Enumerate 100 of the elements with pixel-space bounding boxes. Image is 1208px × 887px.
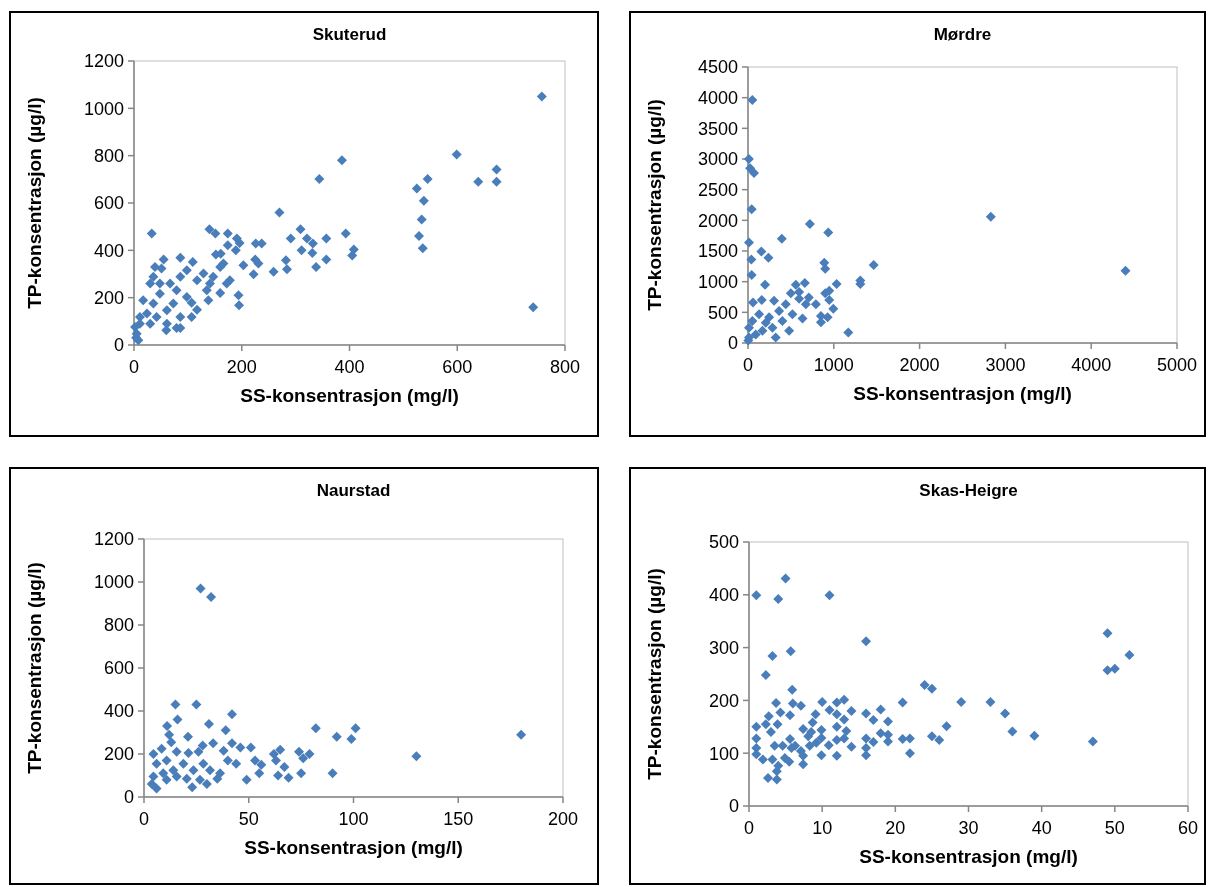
y-tick-label: 0 <box>113 335 124 356</box>
point <box>769 295 780 306</box>
point <box>744 237 755 248</box>
y-tick-label: 1000 <box>83 98 124 119</box>
point <box>747 315 758 326</box>
point <box>804 219 815 230</box>
x-axis-title: SS-konsentrasjon (mg/l) <box>853 383 1072 404</box>
point <box>790 279 801 290</box>
point <box>767 322 778 333</box>
y-tick-label: 1200 <box>83 51 124 72</box>
point <box>746 254 757 265</box>
point <box>810 299 821 310</box>
x-tick-label: 800 <box>549 357 581 377</box>
point <box>822 312 833 323</box>
chart-title: Mørdre <box>933 25 992 44</box>
x-tick-label: 1000 <box>813 355 854 375</box>
y-tick-label: 600 <box>93 193 124 214</box>
x-tick-label: 60 <box>1177 818 1199 838</box>
x-tick-label: 2000 <box>899 355 940 375</box>
y-tick-label: 2500 <box>697 179 738 200</box>
point <box>760 279 771 290</box>
y-tick-label: 500 <box>708 532 739 553</box>
chart-title: Naurstad <box>316 481 391 500</box>
point <box>784 325 795 336</box>
y-tick-label: 800 <box>93 145 124 166</box>
x-tick-label: 0 <box>743 818 755 838</box>
x-tick-label: 30 <box>958 818 979 838</box>
point <box>824 295 835 306</box>
y-tick-label: 400 <box>93 240 124 261</box>
y-tick-label: 600 <box>103 658 134 679</box>
y-tick-label: 200 <box>93 287 124 308</box>
point <box>797 313 808 324</box>
point <box>756 295 767 306</box>
x-tick-label: 150 <box>443 809 474 829</box>
x-tick-label: 5000 <box>1156 355 1198 375</box>
point <box>831 279 842 290</box>
y-tick-label: 200 <box>103 744 134 765</box>
point <box>746 204 757 215</box>
chart-title: Skuterud <box>312 25 387 44</box>
y-tick-label: 0 <box>123 787 134 808</box>
point <box>774 306 785 317</box>
point <box>770 332 781 343</box>
x-tick-label: 600 <box>442 357 473 377</box>
x-axis-title: SS-konsentrasjon (mg/l) <box>859 846 1078 867</box>
point <box>760 317 771 328</box>
y-tick-label: 0 <box>727 333 738 354</box>
x-tick-label: 50 <box>1104 818 1125 838</box>
point <box>763 252 774 263</box>
y-tick-label: 1000 <box>697 271 738 292</box>
point <box>777 315 788 326</box>
x-tick-label: 10 <box>812 818 833 838</box>
point <box>1120 265 1131 276</box>
y-tick-label: 1000 <box>93 572 134 593</box>
x-axis-title: SS-konsentrasjon (mg/l) <box>240 385 459 406</box>
y-axis-title: TP-konsentrasjon (µg/l) <box>644 568 665 780</box>
y-tick-label: 2000 <box>697 210 738 231</box>
point <box>785 288 796 299</box>
point <box>747 95 758 106</box>
point <box>799 277 810 288</box>
point <box>744 322 755 333</box>
point <box>746 269 757 280</box>
point <box>754 309 765 320</box>
x-tick-label: 3000 <box>985 355 1026 375</box>
y-axis-title: TP-konsentrasjon (µg/l) <box>24 562 45 774</box>
x-tick-label: 40 <box>1031 818 1052 838</box>
y-tick-label: 800 <box>103 615 134 636</box>
y-tick-label: 400 <box>103 701 134 722</box>
y-tick-label: 200 <box>708 690 739 711</box>
point <box>750 329 761 340</box>
point <box>823 227 834 238</box>
y-axis-title: TP-konsentrasjon (µg/l) <box>644 99 665 311</box>
point <box>868 260 879 271</box>
point <box>776 233 787 244</box>
x-tick-label: 200 <box>547 809 579 829</box>
y-tick-label: 500 <box>707 302 738 323</box>
x-tick-label: 100 <box>338 809 369 829</box>
x-tick-label: 20 <box>885 818 906 838</box>
y-tick-label: 3000 <box>697 149 738 170</box>
point <box>803 292 814 303</box>
x-tick-label: 400 <box>334 357 365 377</box>
point <box>749 168 760 179</box>
point <box>780 299 791 310</box>
y-tick-label: 300 <box>708 637 739 658</box>
point <box>745 163 756 174</box>
point <box>787 309 798 320</box>
y-tick-label: 3500 <box>697 118 738 139</box>
x-tick-label: 50 <box>238 809 259 829</box>
y-tick-label: 4500 <box>697 57 738 78</box>
y-tick-label: 1200 <box>93 529 134 550</box>
chart-title: Skas-Heigre <box>919 481 1018 500</box>
point <box>757 325 768 336</box>
y-tick-label: 100 <box>708 743 739 764</box>
x-tick-label: 0 <box>138 809 150 829</box>
x-axis-title: SS-konsentrasjon (mg/l) <box>244 837 463 858</box>
point <box>800 299 811 310</box>
point <box>756 246 767 257</box>
y-tick-label: 400 <box>708 585 739 606</box>
y-tick-label: 1500 <box>697 241 738 262</box>
point <box>985 211 996 222</box>
point <box>843 327 854 338</box>
